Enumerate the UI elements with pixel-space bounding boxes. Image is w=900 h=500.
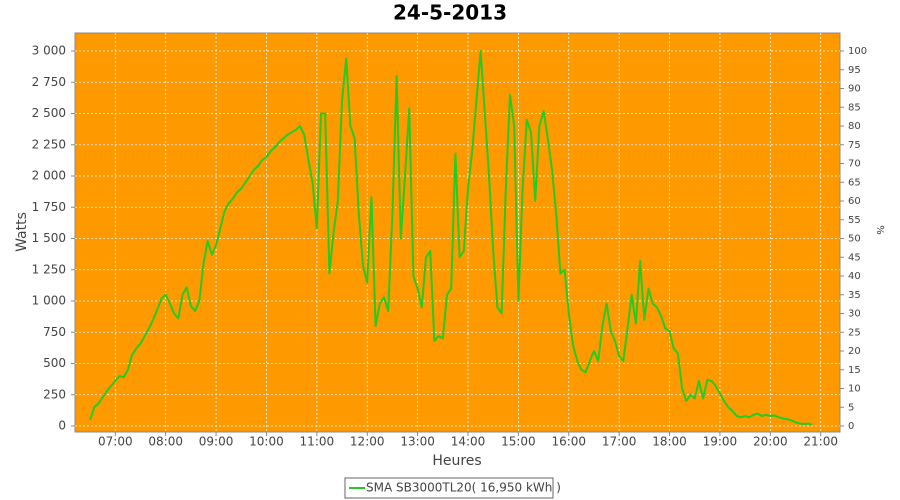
y2-tick-label: 10 bbox=[848, 384, 861, 395]
y2-tick-label: 35 bbox=[848, 290, 861, 301]
y-axis-label: Watts bbox=[14, 212, 30, 252]
y2-tick-label: 65 bbox=[848, 177, 861, 188]
y-tick-label: 0 bbox=[58, 419, 66, 433]
x-tick-label: 07:00 bbox=[98, 435, 133, 449]
y-tick-label: 500 bbox=[43, 356, 66, 370]
y2-tick-label: 55 bbox=[848, 215, 861, 226]
y-tick-label: 2 750 bbox=[32, 75, 66, 89]
y-tick-label: 750 bbox=[43, 325, 66, 339]
y2-tick-label: 95 bbox=[848, 65, 861, 76]
y2-tick-label: 5 bbox=[848, 402, 854, 413]
y2-tick-label: 80 bbox=[848, 121, 861, 132]
x-tick-label: 16:00 bbox=[551, 435, 586, 449]
y-tick-label: 1 250 bbox=[32, 262, 66, 276]
x-tick-label: 11:00 bbox=[300, 435, 335, 449]
y-tick-label: 250 bbox=[43, 387, 66, 401]
y2-tick-label: 20 bbox=[848, 346, 861, 357]
y2-tick-label: 0 bbox=[848, 421, 854, 432]
x-tick-label: 20:00 bbox=[753, 435, 788, 449]
x-tick-label: 15:00 bbox=[501, 435, 536, 449]
y2-tick-label: 30 bbox=[848, 309, 861, 320]
x-axis-label: Heures bbox=[432, 453, 481, 469]
y2-tick-label: 25 bbox=[848, 327, 861, 338]
x-tick-label: 13:00 bbox=[400, 435, 435, 449]
y2-tick-label: 100 bbox=[848, 46, 867, 57]
y-tick-label: 2 500 bbox=[32, 106, 66, 120]
y2-tick-label: 15 bbox=[848, 365, 861, 376]
x-tick-label: 14:00 bbox=[451, 435, 486, 449]
y-tick-label: 1 000 bbox=[32, 294, 66, 308]
x-tick-label: 17:00 bbox=[602, 435, 637, 449]
y2-tick-label: 45 bbox=[848, 252, 861, 263]
legend-label: SMA SB3000TL20( 16,950 kWh ) bbox=[366, 481, 561, 495]
y-tick-label: 3 000 bbox=[32, 44, 66, 58]
y-tick-label: 2 000 bbox=[32, 169, 66, 183]
legend-box bbox=[344, 477, 554, 499]
y-tick-label: 1 500 bbox=[32, 231, 66, 245]
y2-tick-label: 50 bbox=[848, 234, 861, 245]
series-line bbox=[89, 50, 813, 426]
y-tick-label: 2 250 bbox=[32, 137, 66, 151]
y2-tick-label: 60 bbox=[848, 196, 861, 207]
y2-axis-label: % bbox=[874, 225, 885, 235]
x-tick-label: 10:00 bbox=[249, 435, 284, 449]
plot-area bbox=[74, 32, 841, 433]
y2-tick-label: 90 bbox=[848, 84, 861, 95]
x-tick-label: 08:00 bbox=[148, 435, 183, 449]
y2-tick-label: 40 bbox=[848, 271, 861, 282]
y2-tick-label: 85 bbox=[848, 102, 861, 113]
x-tick-label: 18:00 bbox=[652, 435, 687, 449]
x-tick-label: 09:00 bbox=[199, 435, 234, 449]
y2-tick-label: 75 bbox=[848, 140, 861, 151]
x-tick-label: 21:00 bbox=[803, 435, 838, 449]
x-tick-label: 12:00 bbox=[350, 435, 385, 449]
x-tick-label: 19:00 bbox=[703, 435, 738, 449]
chart-title: 24-5-2013 bbox=[393, 1, 507, 25]
y2-tick-label: 70 bbox=[848, 159, 861, 170]
y-tick-label: 1 750 bbox=[32, 200, 66, 214]
